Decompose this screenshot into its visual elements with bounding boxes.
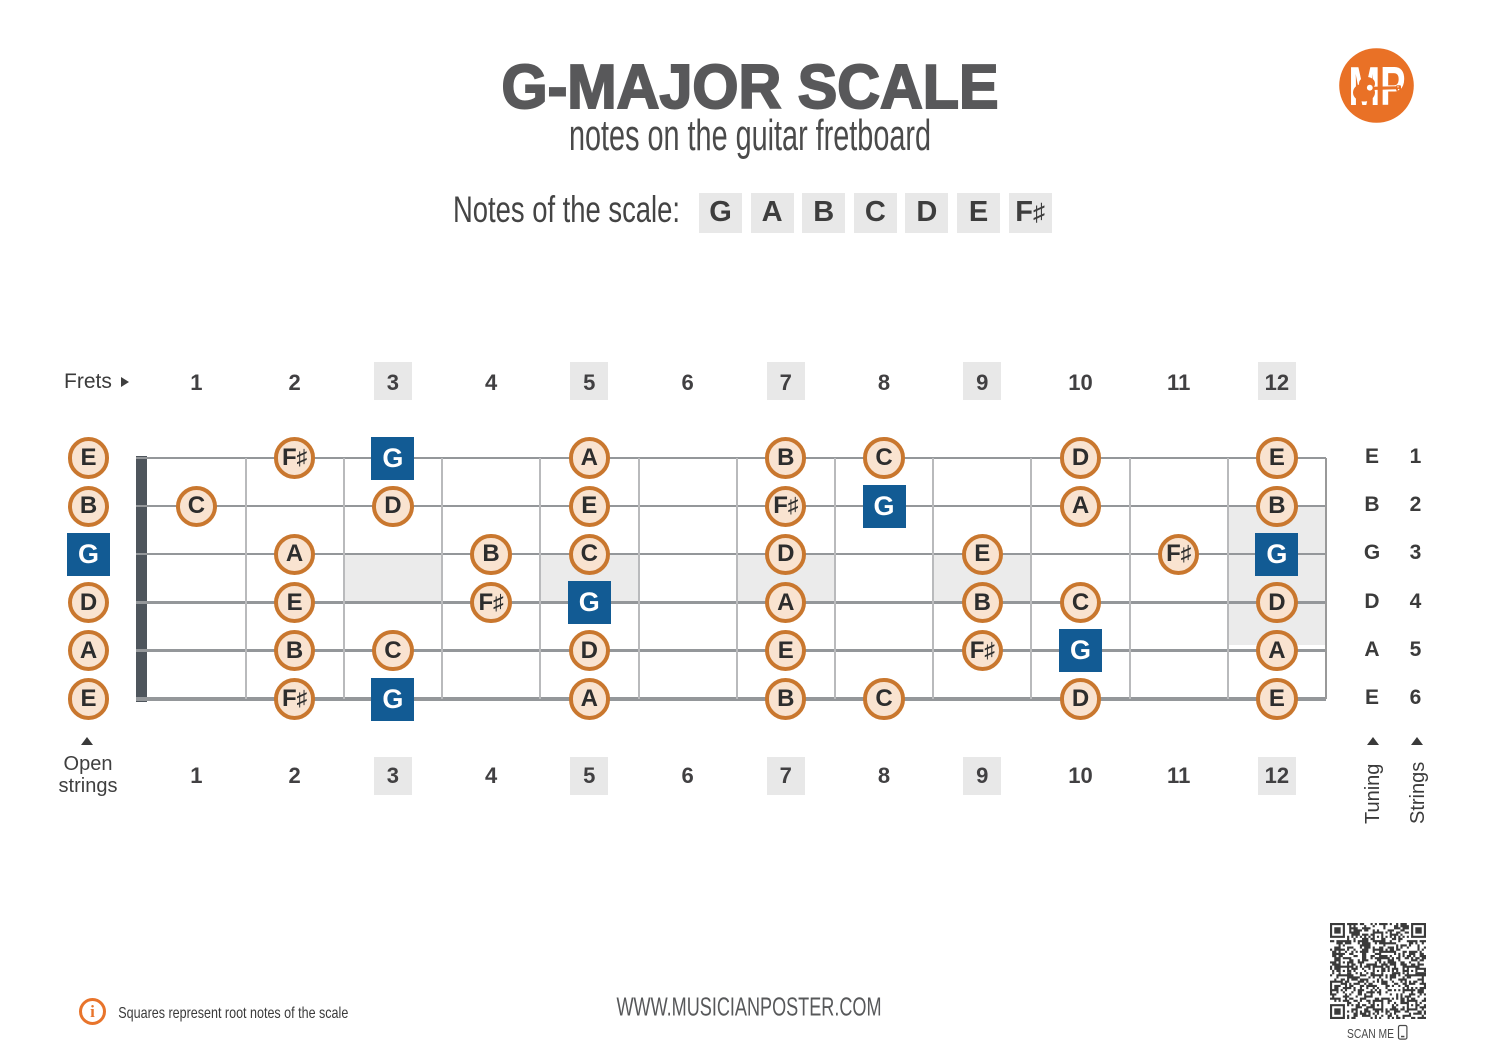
svg-text:WWW.MUSICIANPOSTER.COM: WWW.MUSICIANPOSTER.COM [617, 994, 882, 1022]
svg-text:G-MAJOR SCALE: G-MAJOR SCALE [502, 53, 999, 122]
svg-text:Squares represent root notes o: Squares represent root notes of the scal… [118, 1005, 348, 1022]
svg-text:notes on the guitar fretboard: notes on the guitar fretboard [569, 111, 931, 160]
svg-text:Notes of the scale:: Notes of the scale: [453, 189, 680, 230]
svg-text:SCAN ME: SCAN ME [1347, 1026, 1394, 1041]
